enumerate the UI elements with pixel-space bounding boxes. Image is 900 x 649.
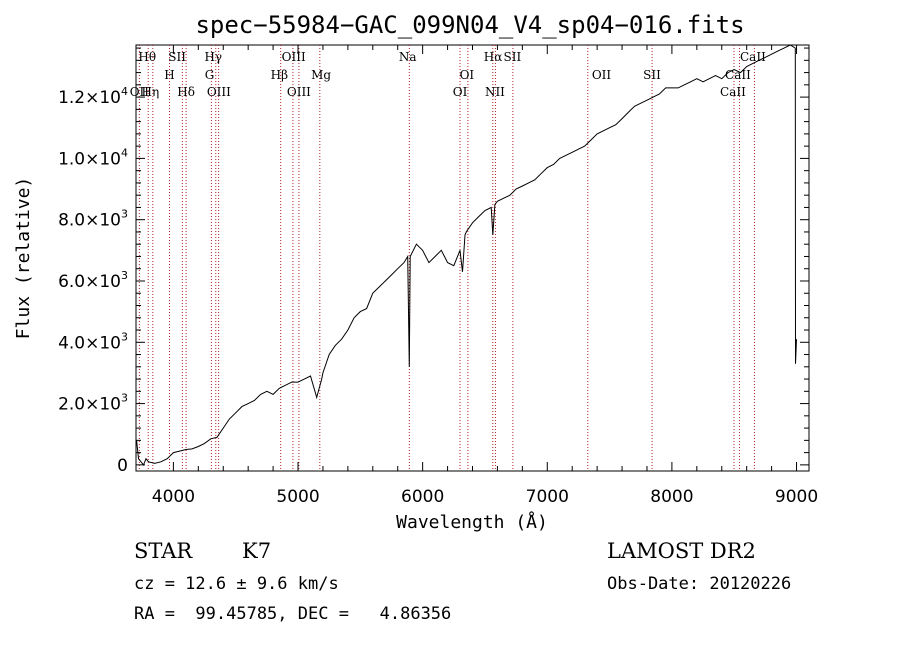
- y-tick-label: 6.0×103: [58, 269, 128, 292]
- x-tick-label: 8000: [650, 487, 693, 507]
- y-tick-exponent: 3: [121, 330, 128, 343]
- spectral-line-label: NII: [485, 85, 505, 99]
- y-tick-mantissa: 8.0×10: [58, 211, 121, 231]
- object-subclass: K7: [242, 539, 272, 563]
- spectral-line-label: Hβ: [271, 68, 288, 82]
- y-tick-mantissa: 4.0×10: [58, 333, 121, 353]
- y-tick-label: 1.2×104: [58, 85, 128, 108]
- spectral-line-label: CaII: [725, 68, 751, 82]
- spectral-line-label: OI: [460, 68, 475, 82]
- x-axis-label: Wavelength (Å): [396, 511, 548, 533]
- spectral-line-label: Hα: [484, 50, 503, 64]
- y-tick-exponent: 3: [121, 208, 128, 221]
- y-tick-label: 4.0×103: [58, 330, 128, 353]
- spectral-line-label: OII: [592, 68, 612, 82]
- coordinates-text: RA = 99.45785, DEC = 4.86356: [134, 604, 452, 624]
- x-tick-label: 9000: [775, 487, 818, 507]
- y-tick-mantissa: 6.0×10: [58, 272, 121, 292]
- spectral-line-label: CaII: [720, 85, 746, 99]
- y-tick-label: 1.0×104: [58, 146, 128, 169]
- x-tick-label: 4000: [152, 487, 195, 507]
- spectral-line-markers: [138, 45, 755, 471]
- x-tick-label: 5000: [276, 487, 319, 507]
- spectral-line-label: H: [164, 68, 174, 82]
- y-tick-exponent: 4: [121, 146, 128, 159]
- spectral-line-label: OII: [130, 85, 150, 99]
- spectral-line-label: Hη: [142, 85, 160, 99]
- y-tick-label: 8.0×103: [58, 208, 128, 231]
- spectral-line-label: OIII: [207, 85, 231, 99]
- object-class: STAR: [134, 539, 193, 563]
- y-tick-mantissa: 2.0×10: [58, 395, 121, 415]
- chart-title: spec−55984−GAC_099N04_V4_sp04−016.fits: [195, 11, 744, 39]
- plot-frame: [135, 44, 810, 472]
- y-tick-exponent: 4: [121, 85, 128, 98]
- spectral-line-label: Na: [399, 50, 417, 64]
- y-tick-label: 2.0×103: [58, 392, 128, 415]
- spectral-line-label: SII: [504, 50, 522, 64]
- y-axis-label: Flux (relative): [13, 177, 34, 340]
- x-axis-ticks: 4000 5000 6000 7000 8000 9000: [152, 45, 818, 507]
- spectral-line-label: OIII: [282, 50, 306, 64]
- spectral-line-label: SII: [643, 68, 661, 82]
- spectral-line-label: OI: [453, 85, 468, 99]
- spectral-line-label: Mg: [311, 68, 331, 82]
- spectral-line-label: Hθ: [138, 50, 156, 64]
- x-tick-label: 7000: [526, 487, 569, 507]
- y-tick-exponent: 3: [121, 269, 128, 282]
- y-tick-mantissa: 1.2×10: [58, 88, 121, 108]
- spectrum-line: [136, 44, 797, 466]
- survey-name: LAMOST DR2: [607, 539, 756, 563]
- spectral-line-labels: HθOIIHηHSIIHδHγGOIIIOIIIHβOIIIMgNaOIOIHα…: [130, 50, 766, 99]
- y-tick-mantissa: 1.0×10: [58, 149, 121, 169]
- spectral-line-label: Hδ: [177, 85, 195, 99]
- redshift-text: cz = 12.6 ± 9.6 km/s: [134, 574, 339, 594]
- y-tick-exponent: 3: [121, 392, 128, 405]
- y-tick-label: 0: [117, 456, 128, 476]
- spectral-line-label: SII: [168, 50, 186, 64]
- observation-date: Obs-Date: 20120226: [607, 574, 792, 594]
- y-tick-mantissa: 0: [117, 456, 128, 476]
- x-tick-label: 6000: [401, 487, 444, 507]
- spectral-line-label: G: [205, 68, 215, 82]
- spectral-line-label: Hγ: [204, 50, 222, 64]
- spectral-line-label: CaII: [740, 50, 766, 64]
- spectral-line-label: OIII: [287, 85, 311, 99]
- y-axis-ticks: 02.0×1034.0×1036.0×1038.0×1031.0×1041.2×…: [58, 47, 809, 476]
